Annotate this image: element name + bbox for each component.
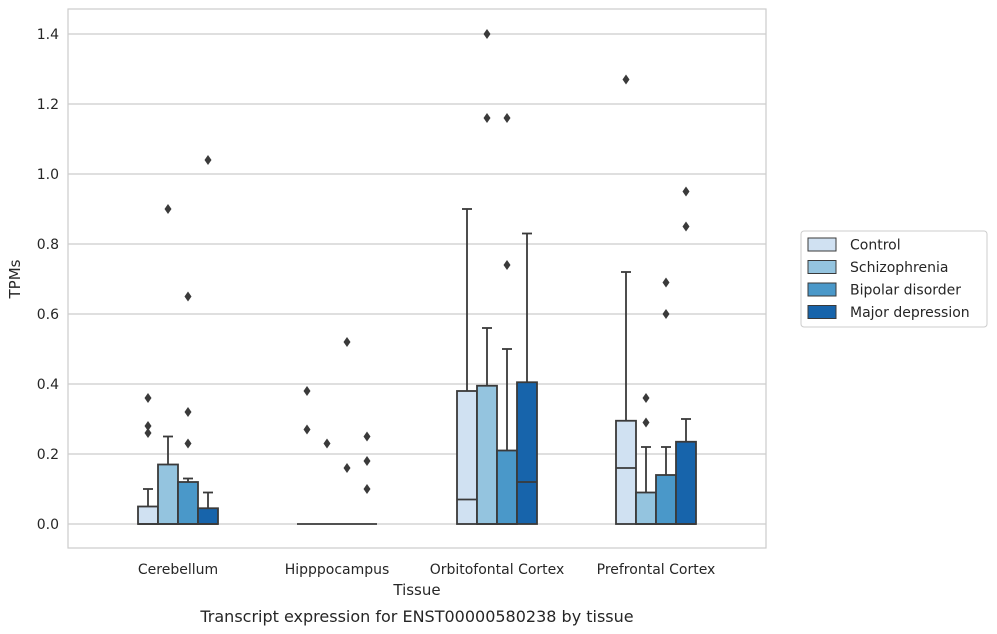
chart-caption: Transcript expression for ENST0000058023… (199, 607, 633, 626)
box (177, 481, 199, 525)
y-tick-label: 0.2 (37, 447, 59, 463)
outlier-point (682, 221, 690, 232)
y-tick-label: 1.0 (37, 167, 59, 183)
outlier-point (662, 277, 670, 288)
outlier-point (144, 393, 152, 403)
legend-frame (800, 230, 988, 328)
x-tick-label: Hipppocampus (285, 562, 390, 578)
plot-frame (67, 8, 767, 549)
legend-items: Control Schizophrenia Bipolar disorder Majo… (807, 237, 970, 321)
outlier-point (363, 484, 371, 494)
box-plot-3-0 (197, 491, 219, 525)
box-plot-0-3 (615, 271, 637, 525)
box (157, 463, 179, 525)
outlier-point (642, 417, 650, 428)
legend-label: Major depression (850, 305, 970, 321)
box (476, 384, 498, 525)
box-plot-3-2 (516, 232, 538, 525)
outlier-point (323, 438, 331, 449)
y-tick-label: 1.4 (37, 27, 59, 43)
outlier-point (184, 438, 192, 449)
legend-swatch (807, 237, 837, 252)
outlier-point (184, 407, 192, 417)
y-tick-label: 1.2 (37, 97, 59, 113)
outlier-point (483, 113, 491, 123)
outlier-point (503, 260, 511, 270)
y-tick-label: 0.0 (37, 517, 59, 533)
outlier-point (303, 424, 311, 435)
box (137, 505, 159, 525)
outlier-point (642, 393, 650, 403)
outlier-point (184, 291, 192, 302)
legend-label: Schizophrenia (850, 260, 948, 276)
x-tick-label: Orbitofontal Cortex (430, 562, 565, 578)
box (456, 390, 478, 525)
box (615, 419, 637, 525)
box (635, 491, 657, 525)
box (655, 474, 677, 525)
outlier-point (343, 463, 351, 473)
outlier-point (682, 186, 690, 197)
legend-swatch (807, 282, 837, 297)
legend: Control Schizophrenia Bipolar disorder Majo… (800, 230, 988, 328)
outlier-point (144, 428, 152, 438)
y-tick-label: 0.6 (37, 307, 59, 323)
box (516, 381, 538, 525)
box-plot-2-0 (177, 477, 199, 525)
outlier-point (303, 386, 311, 396)
y-tick-label: 0.8 (37, 237, 59, 253)
box-plot-1-2 (476, 327, 498, 525)
box (496, 449, 518, 525)
box-plot-0-2 (456, 208, 478, 525)
outlier-point (483, 29, 491, 39)
outlier-point (622, 74, 630, 85)
outlier-point (363, 431, 371, 442)
outlier-point (144, 421, 152, 431)
x-tick-labels: Cerebellum Hipppocampus Orbitofontal Corte… (138, 562, 715, 578)
box (675, 440, 697, 525)
outlier-points (144, 29, 690, 494)
box-plot-3-3 (675, 418, 697, 525)
legend-swatch (807, 260, 837, 274)
y-tick-label: 0.4 (37, 377, 59, 393)
box (197, 507, 219, 525)
outlier-point (204, 155, 212, 165)
outlier-point (343, 337, 351, 347)
x-axis-label: Tissue (392, 581, 440, 599)
legend-swatch (807, 305, 837, 319)
outlier-point (363, 456, 371, 466)
legend-label: Control (850, 238, 901, 254)
x-tick-label: Cerebellum (138, 562, 218, 578)
box-plot-2-2 (496, 348, 518, 525)
box-elements (137, 208, 697, 525)
y-axis-label: TPMs (6, 259, 24, 299)
y-tick-labels: 0.0 0.2 0.4 0.6 0.8 1.0 1.2 1.4 (37, 27, 59, 533)
outlier-point (662, 309, 670, 319)
box-plot-1-3 (635, 446, 657, 525)
x-tick-label: Prefrontal Cortex (597, 562, 716, 578)
outlier-point (503, 113, 511, 123)
legend-label: Bipolar disorder (850, 283, 961, 299)
outlier-point (164, 204, 172, 214)
